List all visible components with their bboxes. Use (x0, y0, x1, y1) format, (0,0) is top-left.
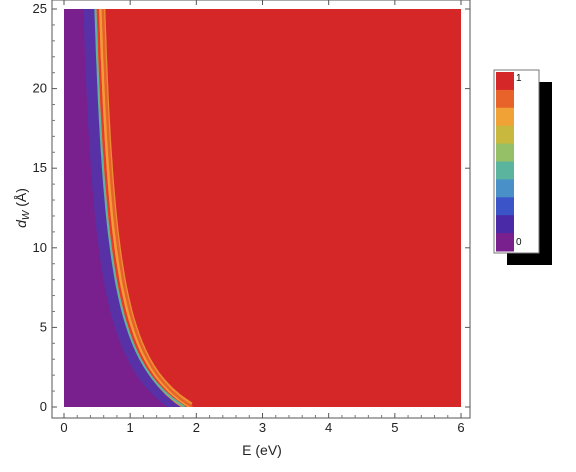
band-gap-1 (83, 9, 184, 407)
x-tick-label-3: 3 (259, 420, 266, 435)
colorbar-swatch-7 (496, 179, 514, 198)
x-axis-label: E (eV) (242, 442, 282, 458)
x-tick-label-6: 6 (457, 420, 464, 435)
heatmap-bands (83, 9, 461, 407)
colorbar-max-label: 1 (516, 73, 522, 84)
x-tick-label-0: 0 (60, 420, 67, 435)
y-axis-label-sub: W (21, 209, 32, 220)
colorbar-swatch-4 (496, 125, 514, 145)
y-tick-label-20: 20 (33, 81, 47, 96)
y-axis-label-main: d (13, 219, 29, 228)
colorbar-swatch-2 (496, 89, 514, 109)
x-tick-label-1: 1 (127, 420, 134, 435)
y-tick-label-5: 5 (40, 319, 47, 334)
y-tick-label-0: 0 (40, 399, 47, 414)
x-tick-label-2: 2 (193, 420, 200, 435)
colorbar-swatches (496, 72, 514, 252)
colorbar-min-label: 0 (516, 237, 522, 248)
y-axis-ticks: 0 5 10 15 20 25 (33, 1, 470, 414)
y-axis-label-unit: (Å) (13, 188, 29, 211)
y-tick-label-10: 10 (33, 240, 47, 255)
colorbar-swatch-6 (496, 161, 514, 180)
x-axis-ticks: 0 1 2 3 4 5 6 (60, 0, 465, 435)
colorbar-swatch-8 (496, 197, 514, 216)
y-tick-label-15: 15 (33, 160, 47, 175)
colorbar-swatch-3 (496, 107, 514, 127)
colorbar-swatch-10 (496, 233, 514, 252)
band-stripe-1-1 (96, 9, 188, 407)
band-edge-1 (94, 9, 186, 407)
band-stripe-1-2 (99, 9, 191, 407)
band-region-1 (100, 9, 461, 407)
band-stripe-1-3 (101, 9, 193, 407)
colorbar-swatch-5 (496, 143, 514, 162)
colorbar-swatch-1 (496, 72, 514, 91)
colorbar-legend: 1 0 (493, 69, 552, 265)
x-tick-label-4: 4 (325, 420, 332, 435)
y-tick-label-25: 25 (33, 1, 47, 16)
plot-frame (51, 0, 471, 419)
y-axis-label: dW (Å) (13, 188, 32, 228)
colorbar-swatch-9 (496, 215, 514, 234)
x-tick-label-5: 5 (391, 420, 398, 435)
